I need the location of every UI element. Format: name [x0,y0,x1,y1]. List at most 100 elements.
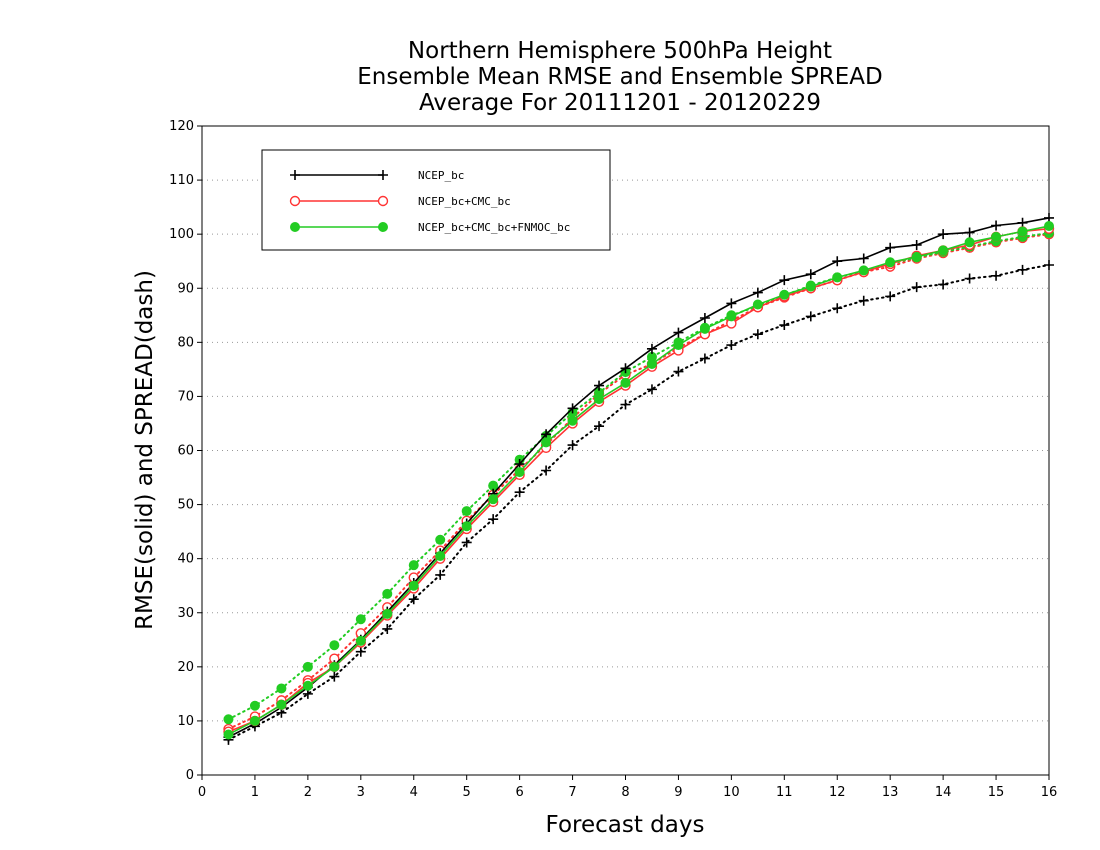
chart-title-line-1: Northern Hemisphere 500hPa Height [408,38,832,64]
data-point [858,265,869,276]
data-point [1044,259,1054,270]
data-point [488,494,499,505]
data-point [726,298,737,309]
x-tick-label: 10 [723,785,740,800]
data-point [911,251,922,262]
data-point [991,220,1002,231]
series-layer [223,212,1055,745]
x-axis-title: Forecast days [546,812,705,838]
data-point [885,257,896,268]
data-point [541,437,552,448]
data-point [461,506,472,517]
legend-marker [378,222,388,232]
data-point [699,312,710,323]
x-tick-label: 12 [829,785,846,800]
data-point [646,384,657,395]
data-point [646,343,657,354]
series-spread-3 [223,259,1054,745]
data-point [673,327,684,338]
y-tick-label: 50 [177,498,194,513]
data-point [355,646,366,657]
data-point [249,715,260,726]
data-point [858,295,869,306]
legend-marker [290,170,300,180]
data-point [964,227,975,238]
data-point [355,614,366,625]
gridlines [202,179,1049,722]
x-tick-label: 14 [935,785,952,800]
legend-marker [377,195,389,207]
data-point [805,311,816,322]
x-tick-label: 2 [304,785,312,800]
data-point [858,253,869,264]
data-point [594,380,605,391]
data-point [223,714,234,725]
y-tick-label: 90 [177,281,194,296]
x-tick-label: 8 [621,785,629,800]
data-point [514,487,525,498]
data-point [752,329,763,340]
series-line [227,263,1050,741]
y-tick-label: 30 [177,606,194,621]
legend-box [261,149,611,251]
data-point [1017,226,1028,237]
data-point [355,635,366,646]
x-tick-label: 9 [674,785,682,800]
y-tick-label: 100 [169,227,194,242]
x-tick-label: 0 [198,785,206,800]
data-point [620,377,631,388]
x-tick-label: 15 [988,785,1005,800]
data-point [461,537,472,548]
x-tick-label: 7 [568,785,576,800]
data-point [382,588,393,599]
series-line [227,232,1050,721]
legend-label: NCEP_bc+CMC_bc [418,195,511,208]
data-point [673,366,684,377]
data-point [435,534,446,545]
data-point [541,465,552,476]
data-point [779,275,790,286]
data-point [832,256,843,267]
data-point [276,683,287,694]
chart-title-line-3: Average For 20111201 - 20120229 [419,90,821,116]
data-point [620,363,631,374]
data-point [435,569,446,580]
x-tick-label: 6 [515,785,523,800]
y-tick-label: 20 [177,660,194,675]
legend-label: NCEP_bc [418,169,464,182]
data-point [329,661,340,672]
data-point [567,440,578,451]
data-point [938,229,949,240]
data-point [514,467,525,478]
x-tick-label: 11 [776,785,793,800]
data-point [752,299,763,310]
data-point [885,242,896,253]
data-point [938,279,949,290]
data-point [567,403,578,414]
data-point [382,623,393,634]
data-point [779,320,790,331]
data-point [964,273,975,284]
data-point [435,550,446,561]
data-point [885,291,896,302]
x-tick-label: 4 [410,785,418,800]
data-point [408,560,419,571]
series-spread-4 [223,228,1055,735]
data-point [832,303,843,314]
data-point [1044,221,1054,232]
y-tick-label: 10 [177,714,194,729]
data-point [1017,264,1028,275]
data-point [805,281,816,292]
data-point [991,270,1002,281]
x-tick-label: 13 [882,785,899,800]
data-point [646,358,657,369]
y-tick-label: 70 [177,389,194,404]
legend-marker [289,195,301,207]
data-point [699,353,710,364]
series-spread-5 [223,228,1054,725]
data-point [329,640,340,651]
data-point [726,311,737,322]
data-point [567,415,578,426]
